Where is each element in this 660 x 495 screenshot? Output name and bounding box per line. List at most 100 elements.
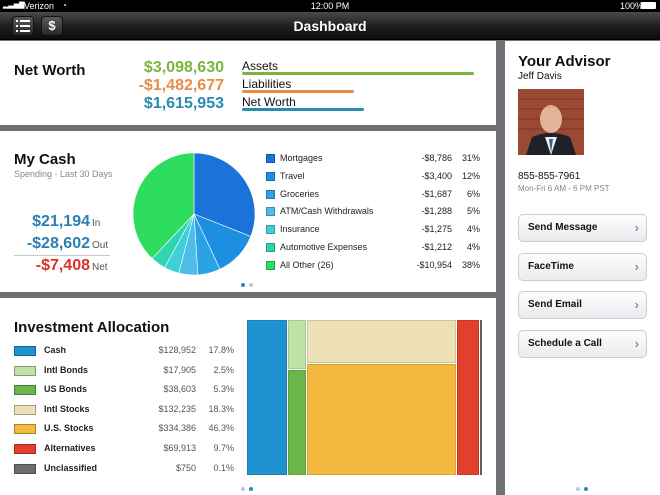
- spending-row[interactable]: Mortgages -$8,786 31%: [266, 151, 482, 169]
- liabilities-value: -$1,482,677: [138, 77, 224, 94]
- send-email-button[interactable]: Send Email ›: [518, 291, 647, 319]
- investment-panel[interactable]: Investment Allocation Cash $128,952 17.8% I…: [0, 298, 496, 495]
- allocation-row[interactable]: US Bonds $38,603 5.3%: [14, 382, 236, 400]
- treemap-cell[interactable]: [306, 364, 457, 475]
- advisor-hours: Mon-Fri 6 AM - 6 PM PST: [518, 184, 610, 193]
- page-dot: [241, 487, 245, 491]
- liabilities-bar: [242, 90, 354, 93]
- advisor-title: Your Advisor: [518, 53, 611, 70]
- category-amount: -$10,954: [416, 259, 452, 270]
- cash-divider: [14, 255, 110, 256]
- asset-class-label: Unclassified: [44, 462, 98, 473]
- legend-swatch: [266, 260, 275, 270]
- accounts-button[interactable]: $: [41, 16, 63, 36]
- assets-label: Assets: [242, 59, 279, 73]
- net-worth-value: $1,615,953: [143, 95, 224, 112]
- category-label: Mortgages: [280, 153, 323, 163]
- spending-row[interactable]: Automotive Expenses -$1,212 4%: [266, 240, 482, 258]
- battery-percent: 100%: [620, 1, 644, 11]
- carrier-label: Verizon: [24, 1, 55, 11]
- legend-swatch: [14, 365, 36, 376]
- category-label: All Other (26): [280, 259, 334, 270]
- legend-swatch: [14, 424, 36, 435]
- legend-swatch: [266, 243, 275, 252]
- cash-in-value: $21,194: [32, 213, 90, 230]
- facetime-label: FaceTime: [528, 261, 574, 272]
- list-icon: [16, 20, 30, 32]
- treemap-cell[interactable]: [306, 320, 457, 364]
- my-cash-title: My Cash: [14, 151, 76, 168]
- allocation-row[interactable]: Cash $128,952 17.8%: [14, 343, 236, 361]
- spending-pie-chart[interactable]: [131, 151, 257, 277]
- asset-class-amount: $334,386: [158, 423, 196, 434]
- legend-swatch: [266, 189, 275, 199]
- assets-bar: [242, 72, 474, 75]
- legend-swatch: [266, 154, 275, 163]
- chevron-right-icon: ›: [634, 297, 639, 312]
- asset-class-amount: $750: [175, 462, 196, 473]
- legend-swatch: [14, 385, 36, 396]
- page-dot-active: [249, 487, 253, 491]
- schedule-call-button[interactable]: Schedule a Call ›: [518, 330, 647, 358]
- treemap-cell[interactable]: [479, 320, 482, 475]
- pie-slice[interactable]: [132, 152, 195, 259]
- asset-class-label: Intl Bonds: [44, 364, 88, 375]
- asset-class-label: U.S. Stocks: [44, 423, 94, 434]
- allocation-row[interactable]: Alternatives $69,913 9.7%: [14, 441, 236, 459]
- asset-class-amount: $132,235: [158, 403, 196, 414]
- advisor-phone[interactable]: 855-855-7961: [518, 171, 581, 182]
- spending-row[interactable]: ATM/Cash Withdrawals -$1,288 5%: [266, 204, 482, 222]
- spending-row[interactable]: Groceries -$1,687 6%: [266, 187, 482, 205]
- category-percent: 38%: [461, 259, 480, 270]
- allocation-row[interactable]: Unclassified $750 0.1%: [14, 461, 236, 479]
- category-label: ATM/Cash Withdrawals: [280, 206, 374, 217]
- allocation-treemap[interactable]: [247, 320, 482, 476]
- assets-row: $3,098,630 Assets: [144, 59, 480, 79]
- category-label: Travel: [280, 170, 305, 181]
- category-percent: 4%: [466, 224, 480, 235]
- legend-swatch: [14, 346, 36, 356]
- treemap-cell[interactable]: [247, 320, 288, 475]
- allocation-row[interactable]: Intl Stocks $132,235 18.3%: [14, 402, 236, 420]
- page-title: Dashboard: [293, 18, 367, 34]
- asset-class-percent: 5.3%: [213, 384, 234, 395]
- assets-value: $3,098,630: [143, 59, 224, 76]
- my-cash-subtitle: Spending - Last 30 Days: [14, 169, 113, 179]
- cash-net-row: -$7,408 Net: [14, 257, 114, 277]
- page-dot-active: [584, 487, 588, 491]
- legend-swatch: [266, 225, 275, 235]
- allocation-row[interactable]: U.S. Stocks $334,386 46.3%: [14, 421, 236, 439]
- asset-class-label: Alternatives: [44, 443, 96, 453]
- cash-net-label: Net: [92, 262, 108, 273]
- liabilities-row: -$1,482,677 Liabilities: [139, 77, 480, 97]
- category-percent: 5%: [466, 206, 480, 217]
- asset-class-percent: 0.1%: [213, 462, 234, 473]
- pie-slice[interactable]: [193, 152, 256, 237]
- treemap-cell[interactable]: [288, 370, 306, 475]
- spending-row[interactable]: All Other (26) -$10,954 38%: [266, 258, 482, 276]
- treemap-cell[interactable]: [288, 320, 306, 369]
- asset-class-amount: $128,952: [158, 345, 196, 355]
- chevron-right-icon: ›: [634, 220, 639, 235]
- send-message-button[interactable]: Send Message ›: [518, 214, 647, 242]
- asset-class-percent: 18.3%: [208, 403, 234, 414]
- category-label: Automotive Expenses: [280, 242, 368, 252]
- advisor-portrait-icon: [518, 89, 584, 155]
- allocation-row[interactable]: Intl Bonds $17,905 2.5%: [14, 363, 236, 381]
- battery-icon: [641, 2, 656, 9]
- send-email-label: Send Email: [528, 299, 582, 310]
- chevron-right-icon: ›: [634, 259, 639, 274]
- legend-swatch: [14, 404, 36, 415]
- my-cash-panel[interactable]: My Cash Spending - Last 30 Days $21,194 …: [0, 131, 496, 292]
- category-label: Insurance: [280, 224, 320, 235]
- advisor-name: Jeff Davis: [518, 71, 562, 82]
- menu-button[interactable]: [12, 16, 34, 36]
- spending-row[interactable]: Travel -$3,400 12%: [266, 169, 482, 187]
- investment-title: Investment Allocation: [14, 319, 170, 336]
- spending-row[interactable]: Insurance -$1,275 4%: [266, 222, 482, 240]
- net-worth-panel[interactable]: Net Worth $3,098,630 Assets -$1,482,677 …: [0, 41, 496, 125]
- treemap-cell[interactable]: [457, 320, 479, 475]
- cash-in-label: In: [92, 218, 101, 229]
- facetime-button[interactable]: FaceTime ›: [518, 253, 647, 281]
- asset-class-percent: 9.7%: [213, 443, 234, 453]
